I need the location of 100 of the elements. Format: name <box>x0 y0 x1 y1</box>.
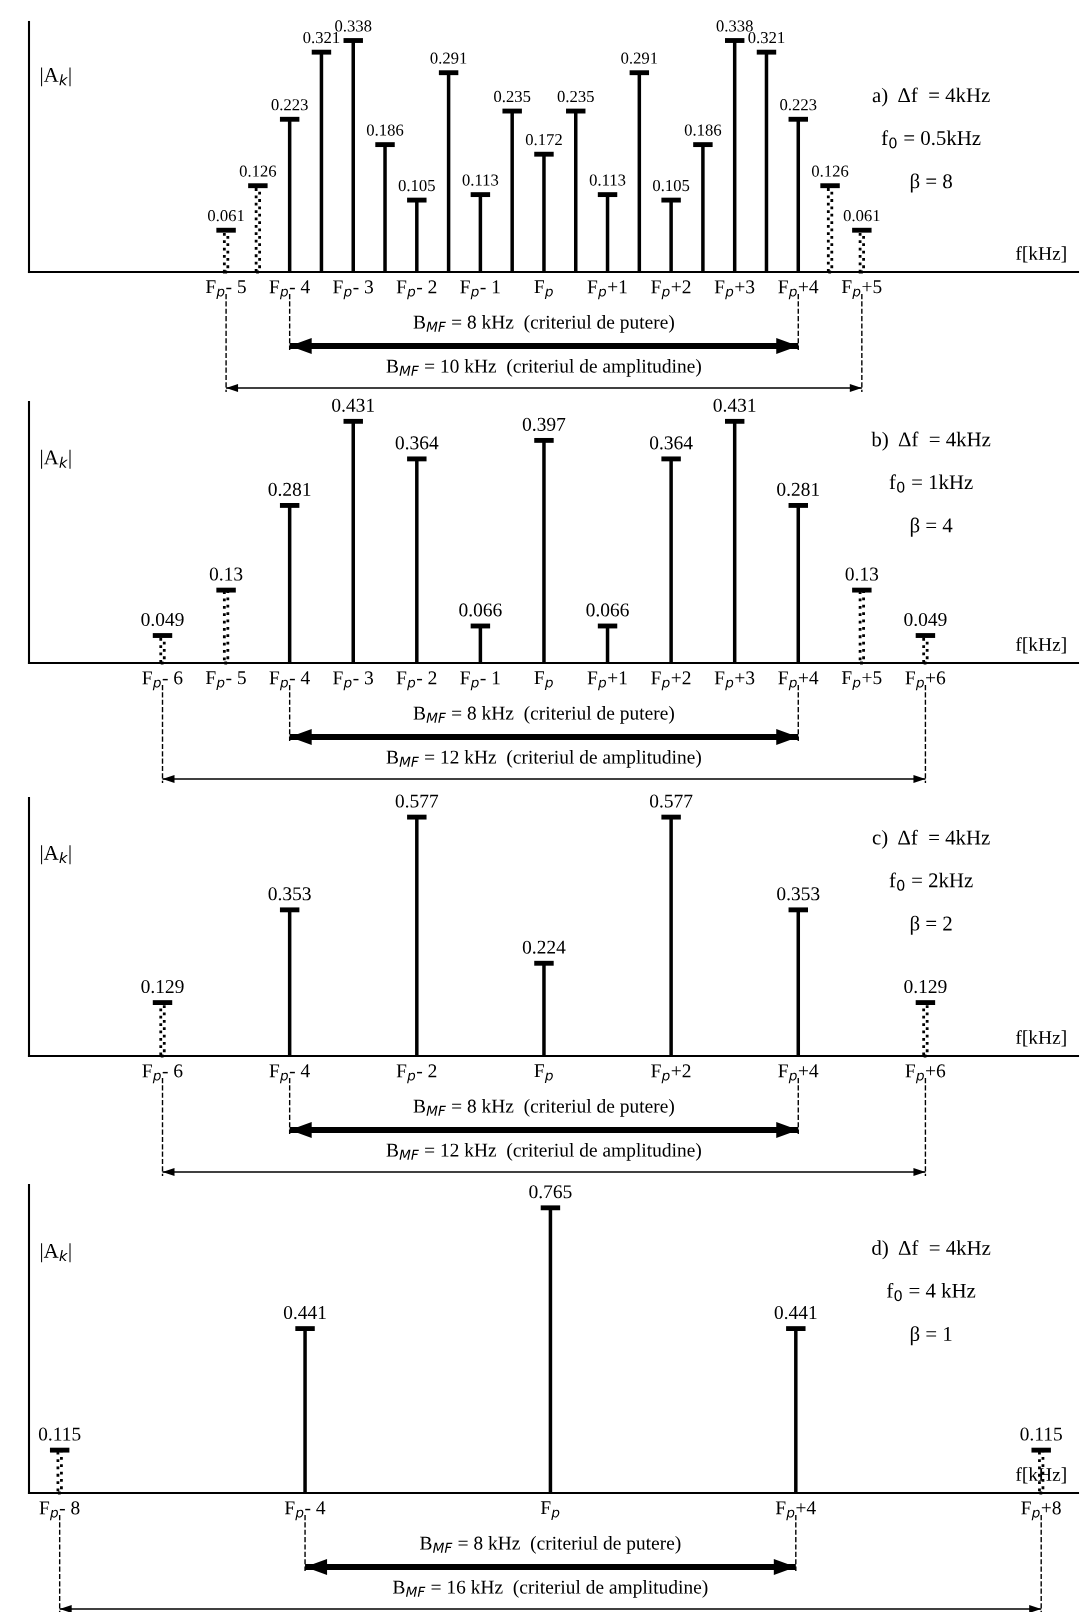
x-tick-label: F$_{p}$+1 <box>587 280 627 300</box>
data-label: 0.115 <box>38 1427 81 1441</box>
x-tick-label: F$_{p}$+4 <box>778 1064 819 1084</box>
data-label: 0.105 <box>398 179 435 192</box>
data-label: 0.577 <box>649 794 693 808</box>
x-tick-label: F$_{p}$- 1 <box>460 671 500 691</box>
data-label: 0.224 <box>522 940 566 954</box>
x-tick-label: F$_{p}$ <box>534 280 553 300</box>
data-label: 0.129 <box>904 979 947 994</box>
data-label: 0.113 <box>462 174 499 186</box>
annotation: β = 8 <box>910 173 952 193</box>
data-label: 0.765 <box>529 1185 572 1199</box>
data-label: 0.321 <box>748 31 785 44</box>
x-axis-title: f[kHz] <box>1015 1030 1066 1047</box>
x-tick-label: F$_{p}$+4 <box>778 671 819 691</box>
data-label: 0.431 <box>332 398 374 412</box>
y-axis-title: |A$_{k}$| <box>41 67 71 87</box>
text: B$_{MF}$ = 8 kHz (criteriul de putere) <box>413 706 674 724</box>
x-tick-label: F$_{p}$+1 <box>587 671 627 691</box>
data-label: 0.321 <box>303 31 340 44</box>
data-label: 0.186 <box>684 124 722 136</box>
x-tick-label: F$_{p}$- 2 <box>396 1064 437 1084</box>
x-tick-label: F$_{p}$+5 <box>841 671 882 691</box>
data-label: 0.115 <box>1020 1427 1062 1441</box>
data-label: 0.223 <box>780 99 817 111</box>
x-tick-label: F$_{p}$- 6 <box>142 671 183 691</box>
data-label: 0.235 <box>494 90 531 103</box>
annotation: β = 2 <box>910 915 952 935</box>
y-axis-title: |A$_{k}$| <box>41 449 71 469</box>
text: B$_{MF}$ = 10 kHz (criteriul de amplitudine) <box>386 359 701 377</box>
annotation: f$_{0}$ = 2kHz <box>889 872 973 891</box>
text: B$_{MF}$ = 12 kHz (criteriul de amplitudine) <box>386 750 701 768</box>
data-label: 0.364 <box>395 436 439 450</box>
data-label: 0.126 <box>239 165 277 177</box>
x-tick-label: F$_{p}$- 2 <box>396 671 437 691</box>
x-tick-label: F$_{p}$- 4 <box>269 280 310 300</box>
annotation: f$_{0}$ = 0.5kHz <box>881 130 981 149</box>
x-axis-title: f[kHz] <box>1015 1467 1066 1484</box>
annotation: c) Δf = 4kHz <box>872 829 990 849</box>
data-label: 0.13 <box>845 567 879 581</box>
x-tick-label: F$_{p}$+8 <box>1021 1501 1061 1521</box>
data-label: 0.13 <box>209 567 243 581</box>
data-label: 0.049 <box>141 612 184 627</box>
x-tick-label: F$_{p}$+4 <box>775 1501 816 1521</box>
x-tick-label: F$_{p}$- 4 <box>284 1501 326 1521</box>
y-axis-title: |A$_{k}$| <box>41 1243 71 1263</box>
data-label: 0.061 <box>843 210 880 222</box>
data-label: 0.223 <box>271 99 308 111</box>
annotation: a) Δf = 4kHz <box>872 87 990 107</box>
data-label: 0.105 <box>653 179 690 192</box>
x-tick-label: F$_{p}$+4 <box>778 280 819 300</box>
x-tick-label: F$_{p}$+2 <box>651 671 691 691</box>
x-tick-label: F$_{p}$- 6 <box>142 1064 183 1084</box>
data-label: 0.049 <box>904 612 947 627</box>
x-tick-label: F$_{p}$- 8 <box>39 1501 80 1521</box>
x-tick-label: F$_{p}$+2 <box>651 1064 691 1084</box>
annotation: β = 1 <box>910 1326 952 1346</box>
data-label: 0.129 <box>141 979 184 994</box>
text: B$_{MF}$ = 8 kHz (criteriul de putere) <box>420 1536 681 1554</box>
data-label: 0.186 <box>366 124 404 136</box>
data-label: 0.061 <box>207 210 244 222</box>
text: B$_{MF}$ = 8 kHz (criteriul de putere) <box>413 1099 674 1117</box>
data-label: 0.353 <box>777 887 820 901</box>
data-label: 0.126 <box>811 165 849 177</box>
data-label: 0.172 <box>525 134 562 146</box>
annotation: b) Δf = 4kHz <box>871 431 991 451</box>
x-tick-label: F$_{p}$ <box>534 1064 553 1084</box>
y-axis-title: |A$_{k}$| <box>41 845 71 865</box>
text: B$_{MF}$ = 16 kHz (criteriul de amplitudine) <box>393 1580 708 1598</box>
annotation: d) Δf = 4kHz <box>872 1240 991 1260</box>
data-label: 0.291 <box>621 52 658 64</box>
data-label: 0.066 <box>459 603 502 617</box>
text: B$_{MF}$ = 8 kHz (criteriul de putere) <box>413 315 674 333</box>
x-tick-label: F$_{p}$- 1 <box>460 280 500 300</box>
x-tick-label: F$_{p}$+3 <box>714 280 755 300</box>
data-label: 0.338 <box>335 20 372 32</box>
data-label: 0.066 <box>586 603 629 617</box>
data-label: 0.291 <box>430 52 467 64</box>
x-tick-label: F$_{p}$ <box>540 1501 560 1521</box>
x-axis-title: f[kHz] <box>1015 637 1066 654</box>
data-label: 0.431 <box>713 398 756 412</box>
data-label: 0.577 <box>395 794 439 808</box>
x-tick-label: F$_{p}$+6 <box>905 671 946 691</box>
data-label: 0.353 <box>268 887 311 901</box>
data-label: 0.441 <box>774 1305 817 1320</box>
x-tick-label: F$_{p}$+3 <box>714 671 755 691</box>
text: B$_{MF}$ = 12 kHz (criteriul de amplitudine) <box>386 1143 701 1161</box>
data-label: 0.338 <box>716 20 753 32</box>
annotation: f$_{0}$ = 1kHz <box>889 474 973 493</box>
annotation: β = 4 <box>910 517 953 537</box>
x-tick-label: F$_{p}$ <box>534 671 553 691</box>
data-label: 0.441 <box>283 1305 326 1320</box>
x-tick-label: F$_{p}$- 4 <box>269 1064 310 1084</box>
data-label: 0.281 <box>777 482 819 497</box>
x-tick-label: F$_{p}$- 2 <box>396 280 437 300</box>
x-axis-title: f[kHz] <box>1015 246 1066 263</box>
data-label: 0.235 <box>557 90 594 103</box>
x-tick-label: F$_{p}$+5 <box>841 280 882 300</box>
x-tick-label: F$_{p}$- 5 <box>205 280 246 300</box>
x-tick-label: F$_{p}$- 3 <box>333 671 373 691</box>
